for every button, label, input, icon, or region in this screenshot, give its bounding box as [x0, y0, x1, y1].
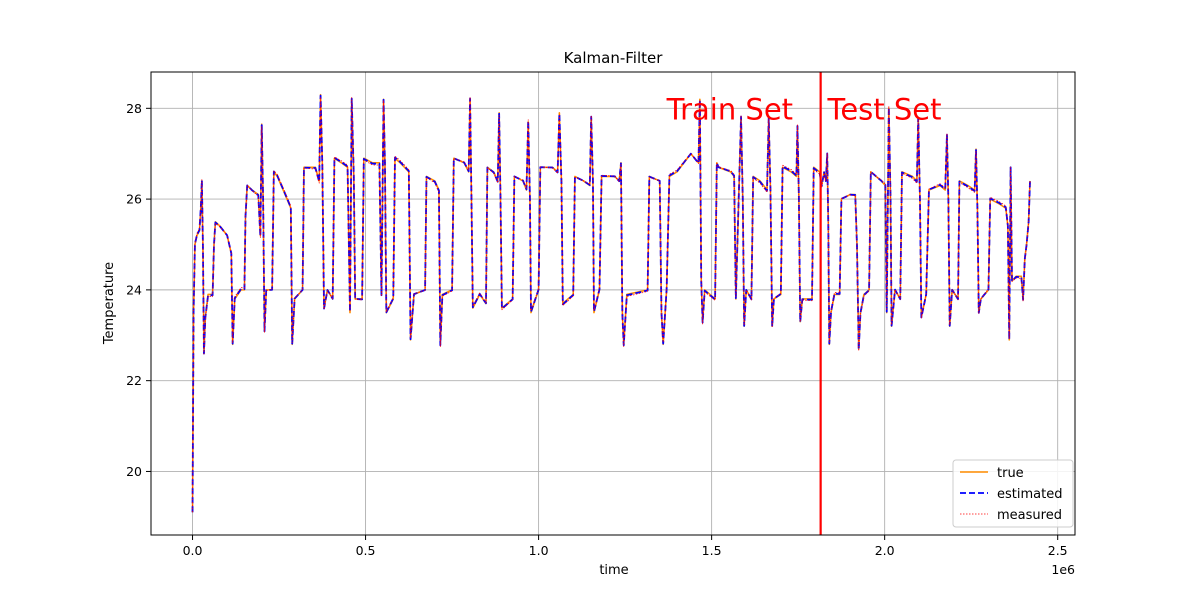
train-set-annotation: Train Set: [666, 93, 793, 127]
y-axis-label: Temperature: [102, 262, 117, 345]
x-axis-label: time: [599, 563, 628, 578]
legend-box: [952, 459, 1074, 528]
y-tick-label: 24: [126, 282, 142, 297]
x-axis-ticks: 0.0 0.5 1.0 1.5 2.0 2.5: [183, 535, 1068, 558]
y-tick-label: 22: [126, 373, 142, 388]
y-tick-label: 20: [126, 464, 142, 479]
plot-area: [191, 93, 1031, 513]
x-tick-label: 2.0: [875, 543, 895, 558]
x-tick-label: 0.0: [183, 543, 203, 558]
test-set-annotation: Test Set: [827, 93, 942, 127]
x-axis-offset-text: 1e6: [1051, 562, 1075, 577]
x-tick-label: 0.5: [356, 543, 376, 558]
grid: [151, 72, 1075, 535]
annotations: Train Set Test Set: [666, 93, 942, 127]
axes-frame: [150, 71, 1076, 536]
legend: true estimated measured: [952, 459, 1074, 528]
legend-measured-label: measured: [997, 508, 1062, 523]
y-tick-label: 28: [126, 101, 142, 116]
x-tick-label: 2.5: [1048, 543, 1068, 558]
x-tick-label: 1.0: [529, 543, 549, 558]
series-layer: [191, 93, 1031, 513]
legend-estimated-label: estimated: [997, 487, 1062, 502]
x-tick-label: 1.5: [702, 543, 722, 558]
chart-title: Kalman-Filter: [564, 49, 664, 67]
series-true-line: [191, 93, 1031, 513]
y-tick-label: 26: [126, 192, 142, 207]
legend-true-label: true: [997, 466, 1024, 481]
series-estimated-line: [191, 94, 1031, 513]
y-axis-ticks: 20 22 24 26 28: [126, 101, 151, 479]
series-measured-line: [192, 96, 1031, 513]
